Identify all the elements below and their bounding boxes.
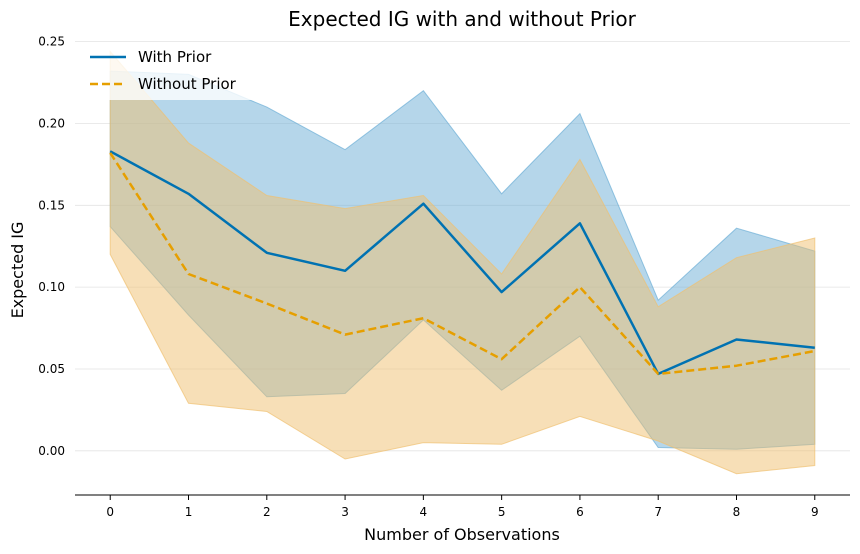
y-tick-label: 0.25 xyxy=(38,35,65,49)
x-tick-label: 2 xyxy=(263,505,271,519)
x-tick-label: 7 xyxy=(654,505,662,519)
x-tick-label: 8 xyxy=(733,505,741,519)
y-tick-label: 0.00 xyxy=(38,444,65,458)
y-tick-label: 0.05 xyxy=(38,362,65,376)
x-tick-label: 5 xyxy=(498,505,506,519)
series-line-0 xyxy=(109,150,815,376)
confidence-band-series-1 xyxy=(109,50,816,475)
x-tick-label: 1 xyxy=(185,505,193,519)
x-axis-title: Number of Observations xyxy=(364,525,560,544)
chart-title: Expected IG with and without Prior xyxy=(288,7,636,31)
x-tick-label: 6 xyxy=(576,505,584,519)
legend-label-with-prior: With Prior xyxy=(138,48,212,66)
y-tick-label: 0.10 xyxy=(38,280,65,294)
legend-label-without-prior: Without Prior xyxy=(138,75,237,93)
x-tick-label: 9 xyxy=(811,505,819,519)
y-axis-title: Expected IG xyxy=(8,222,27,319)
line-layer xyxy=(109,150,816,376)
y-tick-label: 0.20 xyxy=(38,116,65,130)
x-tick-label: 3 xyxy=(341,505,349,519)
axis-layer: 0.00 0.05 0.10 0.15 0.20 0.25 0 1 2 3 4 5 6 7 8 9 xyxy=(38,35,850,519)
legend: With Prior Without Prior xyxy=(80,42,254,100)
x-tick-label: 0 xyxy=(106,505,114,519)
band-layer xyxy=(109,50,816,475)
y-tick-label: 0.15 xyxy=(38,198,65,212)
legend-frame xyxy=(80,42,254,100)
series-line-1 xyxy=(109,152,816,376)
x-tick-label: 4 xyxy=(420,505,428,519)
